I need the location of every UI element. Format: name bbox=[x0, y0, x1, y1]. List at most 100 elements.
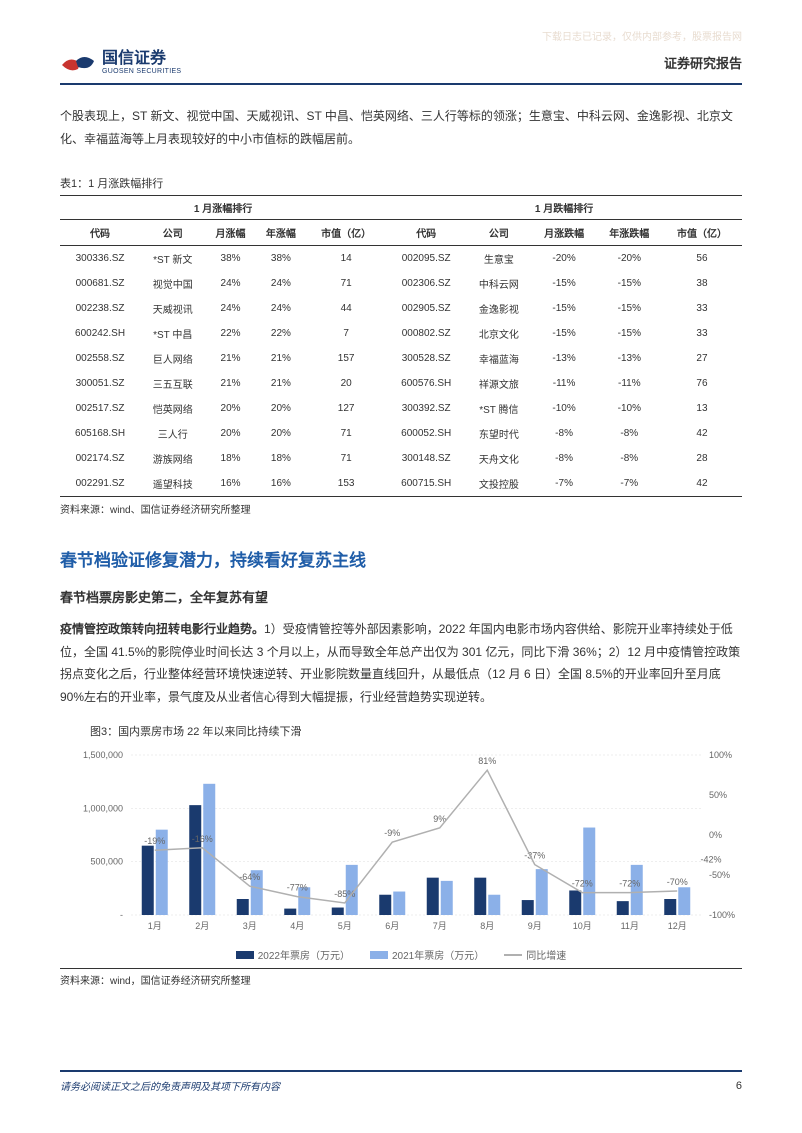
svg-text:5月: 5月 bbox=[338, 921, 352, 931]
th: 代码 bbox=[60, 219, 140, 245]
para-bold-lead: 疫情管控政策转向扭转电影行业趋势。 bbox=[60, 622, 264, 636]
intro-paragraph: 个股表现上，ST 新文、视觉中国、天威视讯、ST 中昌、恺英网络、三人行等标的领… bbox=[60, 105, 742, 151]
table-super-right: 1 月跌幅排行 bbox=[386, 195, 742, 219]
table-cell: 153 bbox=[306, 471, 386, 497]
table-cell: 24% bbox=[256, 296, 306, 321]
table-cell: -13% bbox=[531, 346, 596, 371]
section-title: 春节档验证修复潜力，持续看好复苏主线 bbox=[60, 546, 742, 571]
table-cell: -15% bbox=[597, 321, 662, 346]
legend-label: 同比增速 bbox=[526, 947, 566, 962]
table-row: 002174.SZ游族网络18%18%71300148.SZ天舟文化-8%-8%… bbox=[60, 446, 742, 471]
table-cell: -20% bbox=[531, 245, 596, 271]
footer-disclaimer: 请务必阅读正文之后的免责声明及其项下所有内容 bbox=[60, 1078, 280, 1093]
table-cell: 605168.SH bbox=[60, 421, 140, 446]
table-cell: 21% bbox=[205, 346, 255, 371]
table-cell: 002558.SZ bbox=[60, 346, 140, 371]
table-cell: -8% bbox=[597, 446, 662, 471]
svg-text:-16%: -16% bbox=[192, 834, 213, 844]
svg-text:12月: 12月 bbox=[668, 921, 687, 931]
table-cell: 20% bbox=[205, 396, 255, 421]
table-cell: 巨人网络 bbox=[140, 346, 205, 371]
table-cell: 71 bbox=[306, 421, 386, 446]
table-cell: 002174.SZ bbox=[60, 446, 140, 471]
table-cell: -8% bbox=[531, 446, 596, 471]
table-cell: 127 bbox=[306, 396, 386, 421]
svg-text:9月: 9月 bbox=[528, 921, 542, 931]
table-super-left: 1 月涨幅排行 bbox=[60, 195, 386, 219]
svg-text:100%: 100% bbox=[709, 750, 732, 760]
svg-text:1,500,000: 1,500,000 bbox=[83, 750, 123, 760]
table-cell: -13% bbox=[597, 346, 662, 371]
table-cell: 300336.SZ bbox=[60, 245, 140, 271]
th: 年涨幅 bbox=[256, 219, 306, 245]
table-cell: 14 bbox=[306, 245, 386, 271]
table-cell: -11% bbox=[597, 371, 662, 396]
th: 代码 bbox=[386, 219, 466, 245]
table-cell: 中科云网 bbox=[466, 271, 531, 296]
table-cell: 金逸影视 bbox=[466, 296, 531, 321]
table-cell: -20% bbox=[597, 245, 662, 271]
table-cell: 祥源文旅 bbox=[466, 371, 531, 396]
table-cell: 20% bbox=[205, 421, 255, 446]
table-cell: 002306.SZ bbox=[386, 271, 466, 296]
box-office-chart: 1,500,0001,000,000500,000-100%50%0%-50%-… bbox=[60, 745, 742, 945]
table-cell: 600715.SH bbox=[386, 471, 466, 497]
logo-block: 国信证券 GUOSEN SECURITIES bbox=[60, 50, 181, 75]
table-cell: 157 bbox=[306, 346, 386, 371]
svg-text:-37%: -37% bbox=[524, 851, 545, 861]
th: 公司 bbox=[140, 219, 205, 245]
svg-text:4月: 4月 bbox=[290, 921, 304, 931]
page-header: 国信证券 GUOSEN SECURITIES 证券研究报告 bbox=[60, 50, 742, 85]
table-cell: 天舟文化 bbox=[466, 446, 531, 471]
table-cell: 42 bbox=[662, 421, 742, 446]
table-cell: 三五互联 bbox=[140, 371, 205, 396]
table-cell: 600576.SH bbox=[386, 371, 466, 396]
table-cell: 22% bbox=[256, 321, 306, 346]
table-cell: 21% bbox=[205, 371, 255, 396]
table-cell: *ST 腾信 bbox=[466, 396, 531, 421]
svg-text:50%: 50% bbox=[709, 790, 727, 800]
section-subtitle: 春节档票房影史第二，全年复苏有望 bbox=[60, 587, 742, 606]
table-cell: 16% bbox=[205, 471, 255, 497]
table-cell: 56 bbox=[662, 245, 742, 271]
table-row: 300051.SZ三五互联21%21%20600576.SH祥源文旅-11%-1… bbox=[60, 371, 742, 396]
table-cell: -7% bbox=[597, 471, 662, 497]
table-cell: 38% bbox=[256, 245, 306, 271]
table-cell: 300392.SZ bbox=[386, 396, 466, 421]
table-caption: 表1：1 月涨跌幅排行 bbox=[60, 175, 742, 191]
report-type-label: 证券研究报告 bbox=[664, 53, 742, 72]
table-cell: 38 bbox=[662, 271, 742, 296]
table-cell: 33 bbox=[662, 296, 742, 321]
th: 市值（亿） bbox=[662, 219, 742, 245]
table-cell: 002517.SZ bbox=[60, 396, 140, 421]
page-number: 6 bbox=[736, 1080, 742, 1092]
table-cell: 天威视讯 bbox=[140, 296, 205, 321]
table-cell: 视觉中国 bbox=[140, 271, 205, 296]
table-cell: 002238.SZ bbox=[60, 296, 140, 321]
table-cell: 22% bbox=[205, 321, 255, 346]
table-cell: *ST 中昌 bbox=[140, 321, 205, 346]
table-row: 002291.SZ遥望科技16%16%153600715.SH文投控股-7%-7… bbox=[60, 471, 742, 497]
table-cell: 恺英网络 bbox=[140, 396, 205, 421]
table-cell: 18% bbox=[205, 446, 255, 471]
table-row: 300336.SZ*ST 新文38%38%14002095.SZ生意宝-20%-… bbox=[60, 245, 742, 271]
svg-text:2月: 2月 bbox=[195, 921, 209, 931]
table-cell: -10% bbox=[531, 396, 596, 421]
table-cell: 44 bbox=[306, 296, 386, 321]
table-cell: -15% bbox=[531, 321, 596, 346]
table-cell: 24% bbox=[205, 296, 255, 321]
svg-text:-9%: -9% bbox=[384, 828, 400, 838]
table-cell: 38% bbox=[205, 245, 255, 271]
table-cell: 300528.SZ bbox=[386, 346, 466, 371]
table-cell: 18% bbox=[256, 446, 306, 471]
svg-text:-72%: -72% bbox=[572, 879, 593, 889]
table-cell: 42 bbox=[662, 471, 742, 497]
chart-legend: 2022年票房（万元） 2021年票房（万元） 同比增速 bbox=[60, 947, 742, 962]
guosen-logo-icon bbox=[60, 51, 96, 75]
svg-text:6月: 6月 bbox=[385, 921, 399, 931]
table-cell: 000681.SZ bbox=[60, 271, 140, 296]
table-cell: 东望时代 bbox=[466, 421, 531, 446]
svg-text:11月: 11月 bbox=[621, 921, 639, 931]
svg-text:-72%: -72% bbox=[619, 879, 640, 889]
table-cell: 21% bbox=[256, 346, 306, 371]
